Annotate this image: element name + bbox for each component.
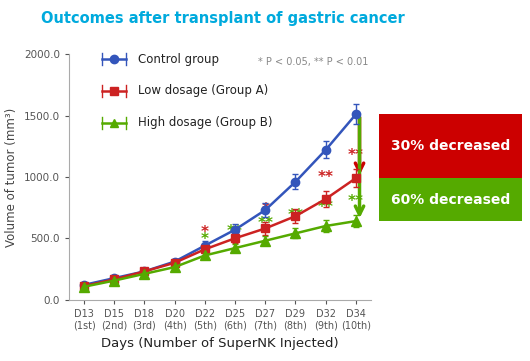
Text: High dosage (Group B): High dosage (Group B) xyxy=(138,116,273,129)
Text: **: ** xyxy=(317,170,334,186)
Text: **: ** xyxy=(227,224,243,239)
Text: Outcomes after transplant of gastric cancer: Outcomes after transplant of gastric can… xyxy=(41,11,404,26)
Text: Low dosage (Group A): Low dosage (Group A) xyxy=(138,84,269,97)
Text: Control group: Control group xyxy=(138,53,219,66)
Text: 30% decreased: 30% decreased xyxy=(391,139,510,153)
Text: **: ** xyxy=(348,195,364,209)
Text: **: ** xyxy=(317,200,334,215)
Text: * P < 0.05, ** P < 0.01: * P < 0.05, ** P < 0.01 xyxy=(258,57,368,67)
Text: *: * xyxy=(201,232,209,247)
Text: *: * xyxy=(201,225,209,240)
Y-axis label: Volume of tumor (mm³): Volume of tumor (mm³) xyxy=(5,107,18,247)
Text: *: * xyxy=(261,202,269,217)
Text: 60% decreased: 60% decreased xyxy=(391,193,510,206)
Text: **: ** xyxy=(348,148,364,164)
Text: **: ** xyxy=(257,216,273,231)
Text: **: ** xyxy=(287,208,304,223)
X-axis label: Days (Number of SuperNK Injected): Days (Number of SuperNK Injected) xyxy=(101,337,339,350)
